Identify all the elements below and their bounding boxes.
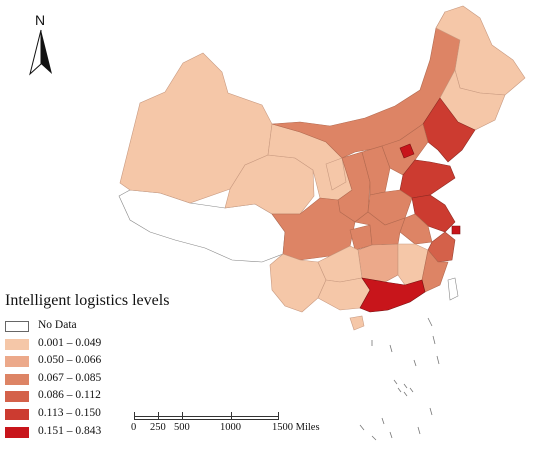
region-liaoning	[422, 97, 476, 163]
region-hainan	[349, 315, 365, 331]
legend-item: 0.050 – 0.066	[5, 354, 169, 372]
north-arrow-label: N	[35, 12, 46, 28]
north-arrow-icon	[29, 29, 52, 76]
legend-title: Intelligent logistics levels	[5, 292, 170, 309]
legend-list: No Data 0.001 – 0.049 0.050 – 0.066 0.06…	[5, 319, 169, 442]
legend-label: 0.050 – 0.066	[38, 354, 102, 367]
legend-swatch	[5, 356, 29, 368]
legend-label: 0.001 – 0.049	[38, 336, 102, 349]
legend-swatch	[5, 408, 29, 420]
scale-tick-label: 1500 Miles	[272, 422, 320, 433]
legend-swatch	[5, 391, 29, 403]
legend-swatch	[5, 373, 29, 385]
legend-item: 0.151 – 0.843	[5, 425, 169, 443]
legend-label: 0.086 – 0.112	[38, 389, 101, 402]
region-hunan	[357, 243, 399, 283]
region-xinjiang	[119, 52, 273, 204]
legend-label: 0.067 – 0.085	[38, 371, 102, 384]
legend-label: No Data	[38, 319, 77, 331]
map-legend: Intelligent logistics levels No Data 0.0…	[5, 292, 169, 442]
region-taiwan	[447, 277, 459, 301]
legend-item: No Data	[5, 319, 169, 337]
region-yunnan	[269, 253, 327, 313]
scale-tick-label: 1000	[220, 422, 241, 433]
legend-swatch	[5, 338, 29, 350]
legend-label: 0.113 – 0.150	[38, 406, 101, 419]
legend-item: 0.113 – 0.150	[5, 407, 169, 425]
legend-item: 0.086 – 0.112	[5, 389, 169, 407]
region-beijing	[399, 143, 415, 159]
region-ningxia	[325, 157, 347, 191]
scale-tick-label: 500	[174, 422, 190, 433]
scale-tick-label: 250	[150, 422, 166, 433]
north-arrow: N	[26, 12, 56, 76]
scale-bar-ticks	[134, 412, 279, 420]
legend-item: 0.067 – 0.085	[5, 372, 169, 390]
region-shanghai	[451, 225, 461, 235]
south-china-sea-islands	[359, 317, 440, 441]
legend-swatch	[5, 321, 29, 332]
legend-item: 0.001 – 0.049	[5, 337, 169, 355]
region-hubei	[354, 211, 406, 246]
scale-tick-label: 0	[131, 422, 137, 433]
legend-swatch	[5, 426, 29, 438]
region-guangdong	[359, 277, 426, 313]
region-qinghai	[224, 154, 315, 215]
legend-label: 0.151 – 0.843	[38, 424, 102, 437]
scale-bar: 0 250 500 1000 1500 Miles	[130, 406, 320, 446]
